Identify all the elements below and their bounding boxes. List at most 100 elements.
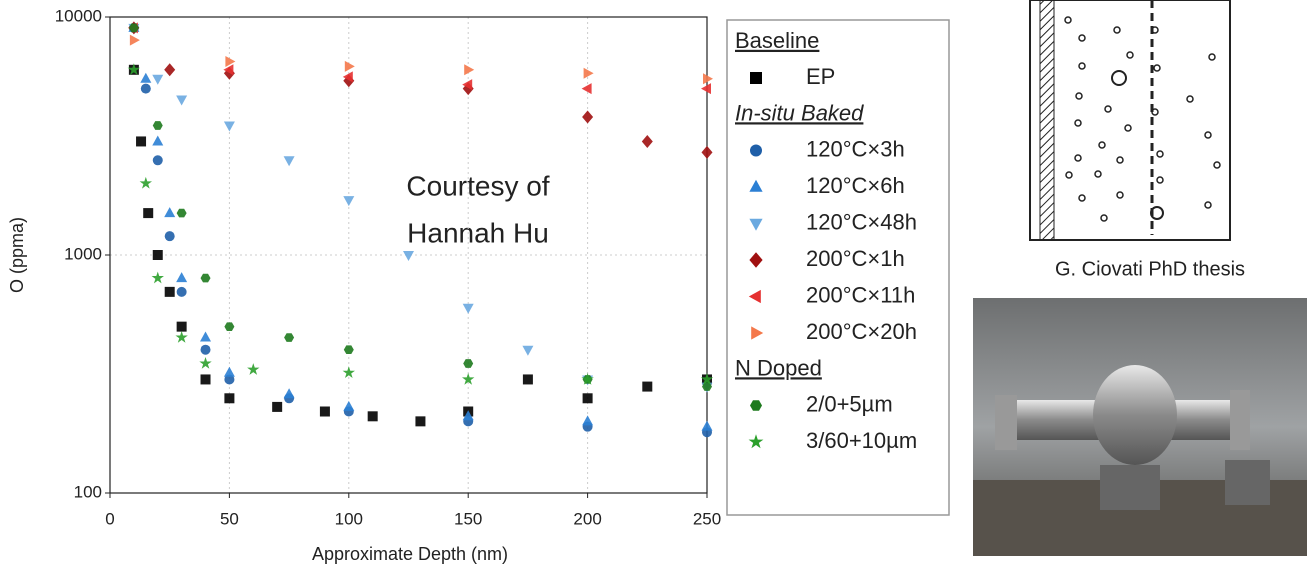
point bbox=[582, 415, 594, 426]
point bbox=[136, 136, 147, 147]
point bbox=[344, 60, 355, 72]
legend-label: 3/60+10µm bbox=[806, 428, 917, 453]
point bbox=[464, 64, 475, 76]
legend-label: EP bbox=[806, 64, 835, 89]
x-tick-label: 250 bbox=[693, 509, 721, 528]
point bbox=[462, 372, 475, 385]
legend-group-title: N Doped bbox=[735, 355, 822, 380]
point bbox=[128, 23, 139, 33]
point bbox=[342, 71, 353, 83]
photo bbox=[973, 298, 1307, 556]
point bbox=[701, 420, 713, 431]
annotation: Courtesy of bbox=[406, 170, 549, 201]
diagram bbox=[1029, 0, 1231, 241]
point bbox=[175, 331, 188, 343]
legend-marker bbox=[748, 434, 764, 449]
point bbox=[176, 286, 187, 297]
point bbox=[462, 79, 473, 91]
point bbox=[200, 273, 211, 283]
point bbox=[224, 393, 235, 404]
point bbox=[225, 56, 236, 68]
point bbox=[583, 67, 594, 79]
point bbox=[152, 74, 164, 85]
legend-label: 120°C×48h bbox=[806, 209, 917, 234]
point bbox=[164, 63, 176, 77]
point bbox=[522, 374, 533, 385]
point bbox=[224, 374, 235, 385]
legend-marker bbox=[750, 400, 762, 411]
x-tick-label: 50 bbox=[220, 509, 239, 528]
legend-group-title: Baseline bbox=[735, 28, 819, 53]
point bbox=[343, 345, 354, 355]
legend-marker bbox=[750, 144, 762, 157]
point bbox=[223, 121, 235, 132]
legend-label: 120°C×3h bbox=[806, 136, 905, 161]
legend-group-title: In-situ Baked bbox=[735, 100, 864, 125]
point bbox=[343, 196, 355, 207]
point bbox=[403, 251, 414, 261]
x-axis-label: Approximate Depth (nm) bbox=[312, 544, 508, 564]
point bbox=[342, 366, 355, 379]
point bbox=[642, 381, 653, 392]
point bbox=[462, 410, 474, 421]
legend-label: 2/0+5µm bbox=[806, 391, 893, 416]
point bbox=[164, 231, 175, 242]
point bbox=[199, 357, 212, 369]
point bbox=[151, 271, 164, 284]
point bbox=[129, 34, 140, 46]
point bbox=[140, 83, 151, 94]
x-tick-label: 100 bbox=[335, 509, 363, 528]
point bbox=[200, 374, 211, 385]
point bbox=[343, 400, 355, 411]
point bbox=[415, 416, 426, 427]
legend-label: 200°C×20h bbox=[806, 319, 917, 344]
point bbox=[164, 286, 175, 297]
legend-label: 200°C×11h bbox=[806, 282, 915, 307]
point bbox=[582, 393, 593, 404]
point bbox=[200, 331, 212, 342]
point bbox=[152, 135, 164, 146]
point bbox=[522, 345, 534, 356]
point bbox=[283, 156, 295, 167]
point bbox=[223, 366, 235, 377]
point bbox=[701, 83, 711, 95]
point bbox=[164, 207, 176, 218]
y-tick-label: 100 bbox=[74, 482, 102, 501]
point bbox=[701, 145, 713, 159]
point bbox=[284, 333, 295, 342]
point bbox=[319, 406, 330, 417]
point bbox=[247, 363, 260, 375]
point bbox=[700, 372, 714, 385]
point bbox=[272, 401, 283, 412]
x-tick-label: 0 bbox=[105, 509, 114, 528]
legend-marker bbox=[749, 252, 763, 268]
x-tick-label: 200 bbox=[573, 509, 601, 528]
annotation: Hannah Hu bbox=[407, 217, 549, 248]
y-tick-label: 1000 bbox=[64, 244, 102, 263]
legend-label: 200°C×1h bbox=[806, 246, 905, 271]
point bbox=[463, 359, 474, 368]
point bbox=[176, 272, 188, 283]
point bbox=[152, 155, 163, 166]
legend-marker bbox=[749, 218, 763, 231]
plot-frame bbox=[109, 16, 708, 494]
point bbox=[143, 208, 154, 219]
point bbox=[641, 134, 653, 148]
point bbox=[581, 372, 594, 385]
point bbox=[223, 64, 234, 76]
point bbox=[582, 110, 594, 124]
point bbox=[127, 63, 141, 76]
y-tick-label: 10000 bbox=[55, 6, 102, 25]
legend-marker bbox=[751, 326, 764, 340]
point bbox=[703, 73, 713, 85]
legend-marker bbox=[750, 72, 762, 84]
y-axis-label: O (ppma) bbox=[7, 217, 27, 293]
legend-box bbox=[726, 19, 950, 516]
point bbox=[367, 411, 378, 422]
point bbox=[139, 176, 153, 189]
legend-marker bbox=[749, 179, 763, 192]
point bbox=[200, 344, 211, 355]
point bbox=[176, 95, 188, 106]
point bbox=[702, 382, 712, 391]
